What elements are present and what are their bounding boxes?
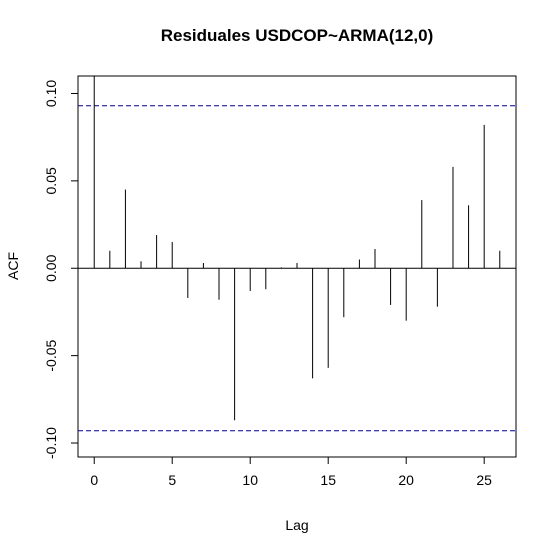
y-tick-label: -0.10 [43,427,59,459]
y-tick-label: -0.05 [43,339,59,371]
x-tick-label: 5 [168,472,176,488]
plot-box [77,75,517,458]
chart-title: Residuales USDCOP~ARMA(12,0) [161,26,434,45]
x-tick-label: 20 [398,472,414,488]
y-axis-label: ACF [5,252,21,280]
y-tick-label: 0.00 [43,254,59,281]
x-tick-label: 15 [320,472,336,488]
x-tick-label: 0 [90,472,98,488]
x-tick-label: 10 [242,472,258,488]
y-tick-label: 0.10 [43,80,59,107]
y-tick-label: 0.05 [43,167,59,194]
plot-area [78,76,516,432]
x-tick-label: 25 [476,472,492,488]
x-axis-label: Lag [285,517,308,533]
